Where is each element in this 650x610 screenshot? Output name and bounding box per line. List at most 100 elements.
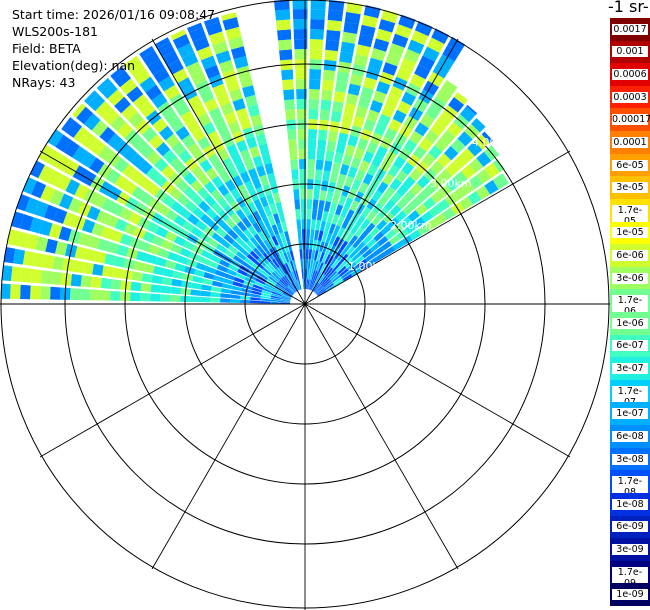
beta-cell xyxy=(153,265,165,276)
beta-cell xyxy=(210,189,223,202)
beta-cell xyxy=(250,300,261,304)
beta-cell xyxy=(135,250,148,262)
beta-cell xyxy=(205,21,223,36)
beta-cell xyxy=(275,283,285,291)
beta-cell xyxy=(102,108,120,125)
beta-cell xyxy=(280,277,289,287)
beta-cell xyxy=(306,219,311,230)
beta-cell xyxy=(169,157,184,171)
beta-cell xyxy=(111,267,124,279)
beta-cell xyxy=(316,149,326,161)
beta-cell xyxy=(219,238,231,249)
beta-cell xyxy=(151,92,168,109)
beta-cell xyxy=(384,246,396,256)
beta-cell xyxy=(314,260,319,271)
beta-cell xyxy=(295,269,300,280)
beta-cell xyxy=(240,171,251,184)
beta-cell xyxy=(342,154,353,166)
beta-cell xyxy=(378,194,390,207)
beta-cell xyxy=(331,213,340,225)
beta-cell xyxy=(347,166,358,179)
beta-cell xyxy=(262,267,272,276)
beta-cell xyxy=(329,257,337,268)
colorbar-title: -1 sr- xyxy=(608,0,649,16)
beta-cell xyxy=(186,22,203,33)
beta-cell xyxy=(230,294,241,299)
beta-cell xyxy=(378,18,396,33)
beta-cell xyxy=(279,232,287,243)
beta-cell xyxy=(128,111,144,128)
beta-cell xyxy=(173,214,187,227)
azimuth-spoke xyxy=(39,303,306,458)
beta-cell xyxy=(293,281,299,291)
beta-cell xyxy=(220,298,231,303)
beta-cell xyxy=(400,58,416,73)
beta-cell xyxy=(273,287,283,294)
beta-cell xyxy=(257,219,267,231)
beta-cell xyxy=(227,229,239,240)
beta-cell xyxy=(292,9,308,20)
beta-cell xyxy=(355,44,371,57)
beta-cell xyxy=(271,271,281,281)
beta-cell xyxy=(252,210,262,222)
beta-cell xyxy=(253,233,263,245)
beta-cell xyxy=(249,236,260,247)
beta-cell xyxy=(232,175,244,188)
beta-cell xyxy=(381,9,399,24)
beta-cell xyxy=(110,279,122,290)
instrument-name: WLS200s-181 xyxy=(12,24,98,39)
colorbar-tick-label: 0.0017 xyxy=(612,23,648,35)
beta-cell xyxy=(361,14,379,28)
beta-cell xyxy=(139,46,155,59)
beta-cell xyxy=(460,180,475,195)
beta-cell xyxy=(175,101,191,117)
beta-cell xyxy=(104,253,117,266)
beta-cell xyxy=(195,262,208,271)
beta-cell xyxy=(370,47,387,62)
beta-cell xyxy=(277,280,287,289)
beta-cell xyxy=(241,217,252,229)
beta-cell xyxy=(438,168,453,183)
beta-cell xyxy=(140,282,152,292)
beta-cell xyxy=(286,251,292,262)
beta-cell xyxy=(351,252,362,262)
beta-cell xyxy=(213,116,227,130)
beta-cell xyxy=(81,132,98,150)
beta-cell xyxy=(30,160,45,179)
beta-cell xyxy=(275,268,284,278)
beta-cell xyxy=(270,273,279,282)
beta-cell xyxy=(153,173,168,188)
beta-cell xyxy=(301,269,304,280)
beta-cell xyxy=(316,288,326,296)
beta-cell xyxy=(323,201,332,212)
beta-cell xyxy=(316,261,322,272)
colorbar-tick-label: 0.0001 xyxy=(612,136,648,148)
beta-cell xyxy=(395,210,407,223)
beta-cell xyxy=(289,283,297,293)
beta-cell xyxy=(227,244,239,255)
beta-cell xyxy=(369,226,380,238)
beta-cell xyxy=(141,273,153,283)
beta-cell xyxy=(63,140,80,158)
beta-cell xyxy=(388,118,402,133)
beta-cell xyxy=(425,105,441,121)
beta-cell xyxy=(22,177,37,195)
beta-cell xyxy=(440,129,456,145)
beta-cell xyxy=(365,222,376,234)
beta-cell xyxy=(260,269,270,278)
beta-cell xyxy=(316,250,322,262)
beta-cell xyxy=(172,68,189,84)
beta-cell xyxy=(270,295,281,300)
beta-cell xyxy=(155,141,171,157)
beta-cell xyxy=(274,256,283,267)
beta-cell xyxy=(344,11,361,25)
beta-cell xyxy=(423,80,439,96)
beta-cell xyxy=(306,269,310,280)
beta-cell xyxy=(126,86,144,103)
beta-cell xyxy=(371,214,383,227)
beta-cell xyxy=(313,250,319,261)
beta-cell xyxy=(225,79,240,93)
beta-cell xyxy=(398,14,416,30)
beta-cell xyxy=(266,262,276,272)
